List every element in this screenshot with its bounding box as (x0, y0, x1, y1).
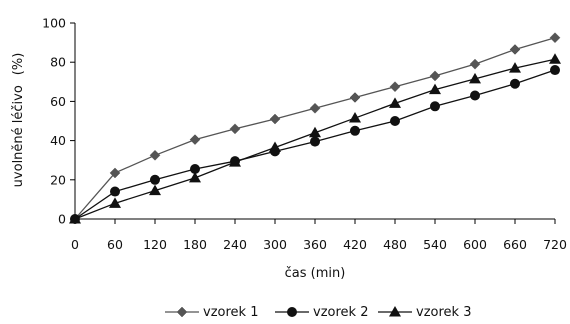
legend-label: vzorek 1 (203, 305, 258, 320)
data-point (310, 136, 320, 147)
data-point (429, 70, 441, 82)
x-tick-label: 60 (107, 237, 123, 252)
data-point (190, 164, 200, 175)
legend: vzorek 1 vzorek 2 vzorek 3 (165, 305, 471, 320)
data-point (549, 32, 561, 44)
legend-label: vzorek 2 (313, 305, 368, 320)
data-point (309, 126, 321, 138)
y-tick-label: 60 (50, 94, 66, 109)
data-point (390, 116, 400, 126)
x-tick-label: 240 (223, 237, 247, 252)
data-point (549, 53, 561, 64)
data-point (229, 123, 241, 135)
data-point (109, 167, 121, 179)
y-tick-label: 20 (50, 172, 66, 187)
x-tick-label: 0 (71, 237, 79, 252)
data-point (110, 186, 120, 197)
data-point (109, 197, 121, 208)
series-group (69, 32, 561, 225)
x-tick-label: 480 (383, 237, 407, 252)
data-point (509, 44, 521, 55)
data-point (349, 112, 361, 123)
x-tick-label: 720 (543, 237, 567, 252)
data-point (189, 134, 201, 145)
data-point (149, 149, 161, 161)
series-2 (70, 65, 560, 224)
data-point (470, 90, 480, 101)
x-tick-label: 180 (183, 237, 207, 252)
data-point (350, 125, 360, 136)
x-tick-label: 600 (463, 237, 487, 252)
legend-item-1: vzorek 1 (165, 305, 258, 320)
data-point (469, 72, 481, 84)
x-axis-title: čas (min) (285, 266, 346, 281)
x-tick-label: 300 (263, 237, 287, 252)
x-tick-label: 540 (423, 237, 447, 252)
data-point (69, 213, 81, 224)
data-point (429, 83, 441, 95)
legend-swatch-marker (176, 306, 188, 318)
legend-swatch-marker (389, 306, 401, 317)
legend-item-3: vzorek 3 (378, 305, 471, 320)
data-point (189, 171, 201, 183)
data-point (269, 141, 281, 152)
x-tick-label: 120 (143, 237, 167, 252)
axes: 0 20 40 60 80 100 0 60 120 180 240 300 360 420 480 540 6… (42, 16, 567, 253)
data-point (389, 97, 401, 108)
data-point (510, 78, 520, 89)
x-tick-label: 660 (503, 237, 527, 252)
data-point (150, 174, 160, 185)
data-point (509, 62, 521, 73)
y-tick-label: 100 (42, 16, 66, 31)
x-tick-label: 420 (343, 237, 367, 252)
data-point (550, 65, 560, 76)
legend-item-2: vzorek 2 (275, 305, 368, 320)
data-point (149, 184, 161, 196)
y-tick-label: 40 (50, 133, 66, 148)
series-3 (69, 53, 561, 224)
y-tick-label: 80 (50, 55, 66, 70)
data-point (229, 156, 241, 167)
data-point (469, 58, 481, 70)
x-tick-label: 360 (303, 237, 327, 252)
legend-label: vzorek 3 (416, 305, 471, 320)
data-point (389, 81, 401, 93)
data-point (430, 101, 440, 112)
y-axis-title: uvolněné léčivo(%) (11, 53, 26, 188)
data-point (349, 92, 361, 103)
y-tick-label: 0 (58, 212, 66, 227)
data-point (269, 113, 281, 125)
data-point (309, 102, 321, 114)
legend-swatch-marker (287, 307, 297, 317)
